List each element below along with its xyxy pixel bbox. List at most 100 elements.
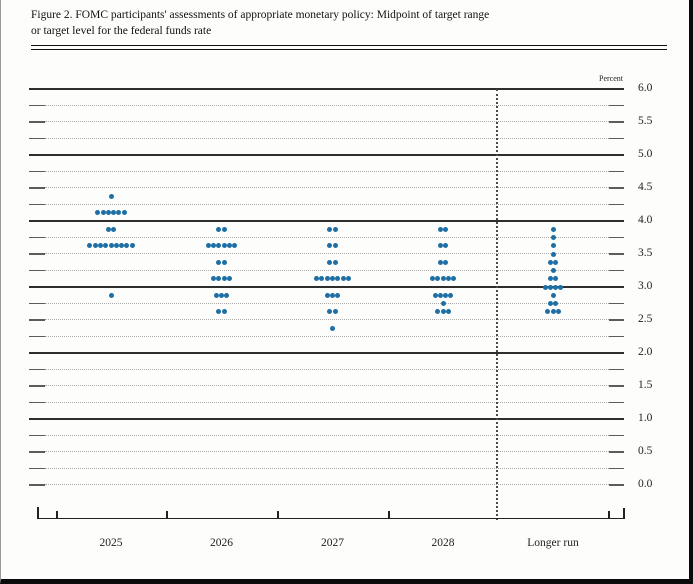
gridline-left-tick [29, 104, 45, 107]
projection-dot [314, 276, 320, 282]
gridline-solid [29, 352, 624, 354]
gridline-dotted [45, 269, 609, 271]
projection-dot [121, 210, 127, 216]
y-axis-tick-label: 0.5 [638, 445, 653, 457]
projection-dot [553, 301, 559, 306]
projection-dot [216, 309, 222, 315]
projection-dot [340, 276, 346, 282]
gridline-dotted [45, 319, 609, 321]
projection-dot [330, 276, 335, 282]
projection-dot [553, 276, 559, 282]
gridline-dotted [45, 368, 609, 370]
projection-dot [105, 226, 111, 232]
gridline-left-tick [29, 187, 45, 189]
projection-dot [330, 292, 335, 298]
gridline-right-tick [609, 137, 624, 140]
x-axis-line [37, 517, 625, 520]
projection-dot [437, 292, 443, 298]
projection-dot [443, 243, 449, 249]
gridline-right-tick [609, 319, 624, 321]
gridline-dotted [45, 170, 609, 172]
projection-dot [443, 226, 449, 232]
projection-dot [108, 292, 114, 298]
x-axis-left-corner [37, 506, 39, 518]
gridline-solid [29, 154, 624, 156]
gridline-solid [29, 220, 624, 222]
projection-dot [451, 276, 457, 282]
y-axis-tick-label: 4.0 [638, 214, 653, 226]
gridline-dotted [45, 104, 609, 106]
gridline-left-tick [29, 335, 45, 338]
gridline-dotted [45, 335, 609, 337]
projection-dot [445, 276, 451, 282]
projection-dot [443, 259, 449, 265]
gridline-right-tick [609, 236, 624, 239]
gridline-dotted [45, 236, 609, 238]
gridline-left-tick [29, 401, 45, 404]
projection-dot [221, 243, 227, 249]
projection-dot [221, 276, 227, 282]
projection-dot [553, 284, 559, 290]
gridline-left-tick [29, 203, 45, 206]
gridline-right-tick [609, 302, 624, 305]
projection-dot [113, 243, 119, 249]
projection-dot [550, 243, 556, 249]
gridline-right-tick [609, 451, 624, 453]
projection-dot [216, 259, 222, 265]
projection-dot [547, 259, 553, 265]
projection-dot [211, 243, 217, 249]
gridline-dotted [45, 121, 609, 123]
gridline-right-tick [609, 401, 624, 404]
x-axis-section-tick [608, 510, 610, 518]
gridline-right-tick [609, 253, 624, 255]
projection-dot [553, 259, 559, 265]
gridline-dotted [45, 385, 609, 387]
projection-dot [555, 309, 561, 315]
y-axis-unit-label: Percent [599, 74, 623, 83]
projection-dot [129, 243, 135, 249]
projection-dot [435, 276, 441, 282]
gridline-dotted [45, 451, 609, 453]
y-axis-tick-label: 5.0 [638, 148, 653, 160]
projection-dot [547, 284, 553, 290]
y-axis-tick-label: 3.0 [638, 280, 653, 292]
projection-dot [550, 226, 556, 232]
projection-dot [103, 243, 109, 249]
gridline-solid [29, 286, 624, 288]
projection-dot [550, 251, 556, 257]
projection-dot [211, 276, 217, 282]
projection-dot [437, 226, 443, 232]
x-axis-section-tick [388, 510, 390, 518]
projection-dot [97, 243, 103, 249]
gridline-left-tick [29, 137, 45, 140]
x-axis-section-tick [166, 510, 168, 518]
title-double-rule [31, 45, 667, 50]
y-axis-tick-label: 4.5 [638, 181, 653, 193]
projection-dot [216, 226, 222, 232]
gridline-solid [29, 88, 624, 90]
projection-dot [558, 284, 564, 290]
gridline-left-tick [29, 269, 45, 272]
gridline-dotted [45, 203, 609, 205]
projection-dot [124, 243, 130, 249]
gridline-dotted [45, 253, 609, 255]
gridline-solid [29, 418, 624, 420]
projection-dot [324, 292, 330, 298]
projection-dot [437, 259, 443, 265]
gridline-right-tick [609, 368, 624, 371]
projection-dot [437, 243, 443, 249]
gridline-right-tick [609, 121, 624, 123]
projection-dot [542, 284, 548, 290]
projection-dot [335, 276, 341, 282]
projection-dot [443, 292, 449, 298]
x-axis-section-tick [56, 510, 58, 518]
projection-dot [327, 259, 333, 265]
gridline-left-tick [29, 484, 45, 486]
gridline-left-tick [29, 451, 45, 453]
projection-dot [205, 243, 211, 249]
gridline-right-tick [609, 434, 624, 437]
gridline-left-tick [29, 170, 45, 173]
projection-dot [226, 243, 232, 249]
gridline-dotted [45, 467, 609, 469]
